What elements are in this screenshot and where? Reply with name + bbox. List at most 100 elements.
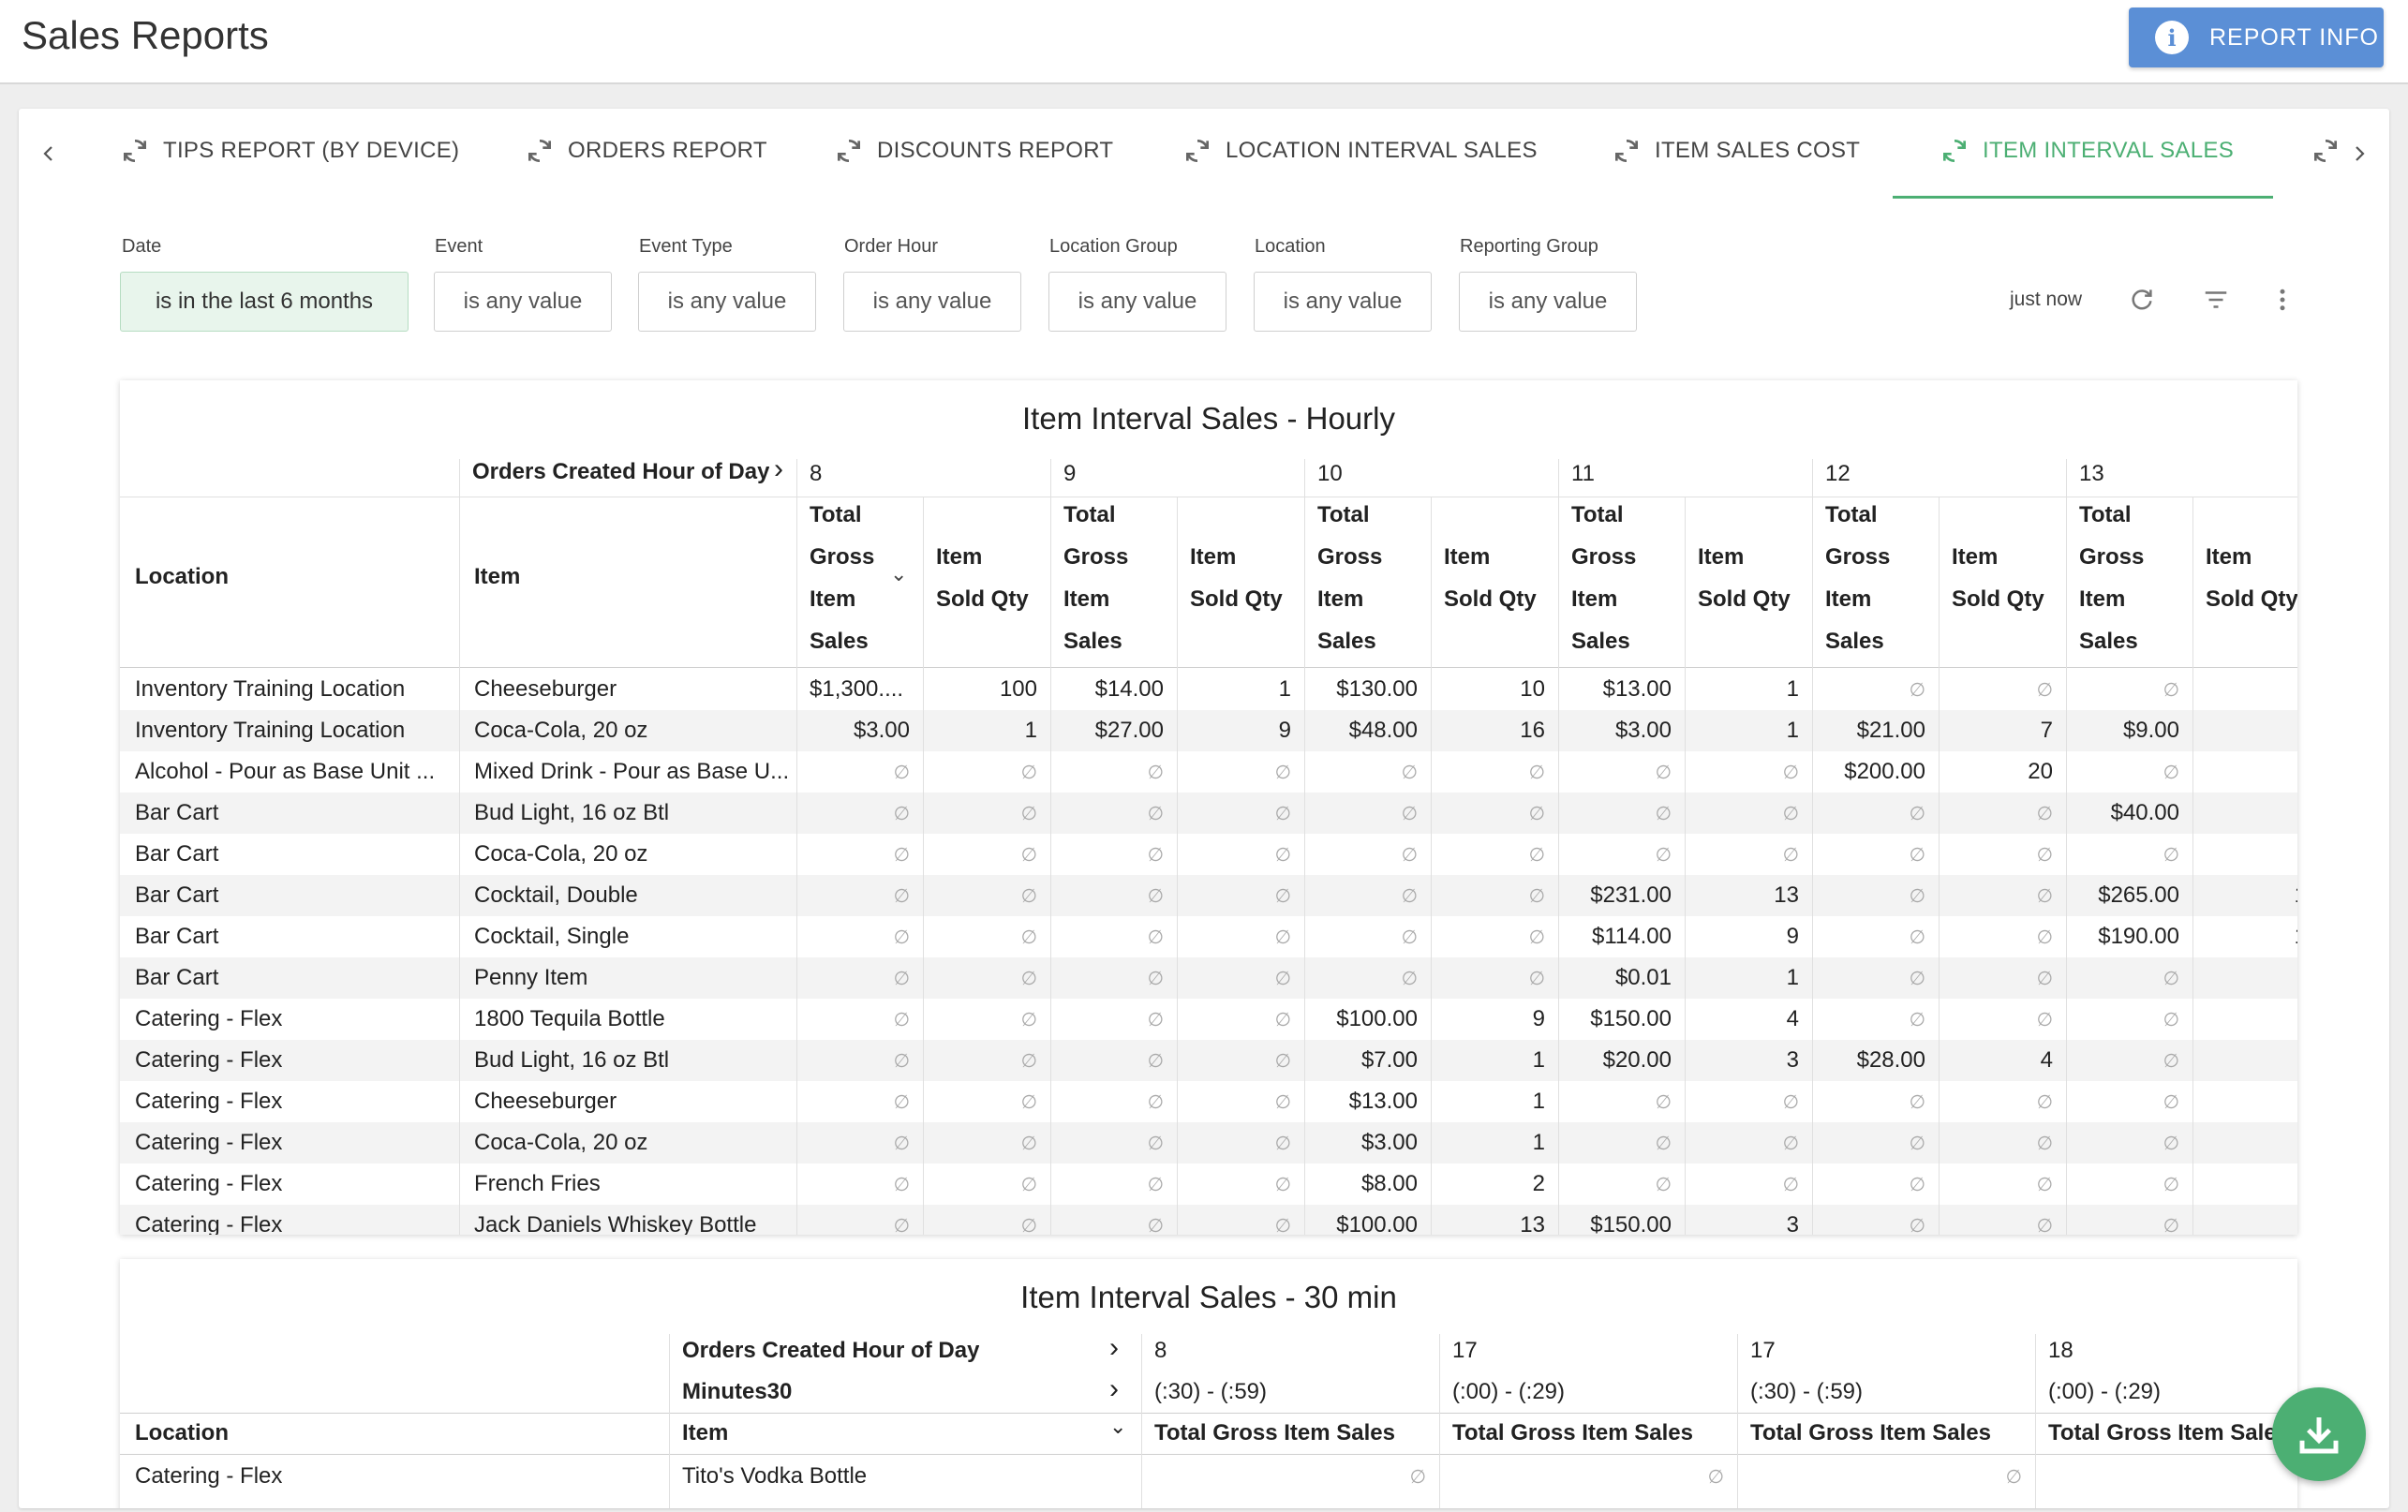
tab-next-partial[interactable] [2311, 109, 2354, 193]
filter-date[interactable]: is in the last 6 months [120, 272, 409, 332]
item-sold-qty-header[interactable]: Item [1190, 544, 1237, 570]
pivot-label-hour-of-day[interactable]: Orders Created Hour of Day [682, 1338, 980, 1363]
chevron-right-icon[interactable]: › [774, 453, 783, 484]
filter-location-group[interactable]: is any value [1048, 272, 1226, 332]
null-value: ∅ [1147, 804, 1164, 824]
chevron-right-icon[interactable]: › [1109, 1332, 1119, 1363]
total-gross-item-sales-header[interactable]: Item [1063, 586, 1110, 612]
null-value: ∅ [1147, 763, 1164, 783]
total-gross-item-sales-header[interactable]: Total [1317, 502, 1370, 527]
null-value: ∅ [893, 886, 910, 907]
item-column-header[interactable]: Item [474, 564, 521, 589]
filter-event[interactable]: is any value [434, 272, 612, 332]
total-gross-item-sales-header[interactable]: Gross [810, 544, 875, 570]
total-gross-item-sales-header[interactable]: Item [1825, 586, 1872, 612]
download-button[interactable] [2272, 1387, 2366, 1481]
total-gross-item-sales-header[interactable]: Total Gross Item Sales [1750, 1420, 1991, 1445]
total-gross-item-sales-header[interactable]: Item [2079, 586, 2126, 612]
total-gross-item-sales-header[interactable]: Total [2079, 502, 2132, 527]
total-gross-item-sales-header[interactable]: Sales [1571, 629, 1630, 654]
item-sold-qty-header[interactable]: Sold Qty [2206, 586, 2297, 612]
item-sold-qty-header[interactable]: Item [936, 544, 983, 570]
report-info-button[interactable]: i REPORT INFO [2129, 7, 2384, 67]
total-gross-item-sales-header[interactable]: Gross [1825, 544, 1891, 570]
null-value: ∅ [1020, 927, 1037, 948]
null-value: ∅ [1020, 969, 1037, 989]
null-value: ∅ [1274, 1092, 1291, 1113]
total-gross-item-sales-header[interactable]: Total [810, 502, 862, 527]
filter-order-hour[interactable]: is any value [843, 272, 1021, 332]
location-cell: Catering - Flex [135, 1130, 283, 1155]
tab-location-interval-sales[interactable]: LOCATION INTERVAL SALES [1182, 109, 1538, 193]
total-gross-item-sales-header[interactable]: Total Gross Item Sales [1452, 1420, 1693, 1445]
tab-tips-report[interactable]: TIPS REPORT (BY DEVICE) [120, 109, 459, 193]
minutes-range-header: (:30) - (:59) [1154, 1379, 1268, 1404]
null-value: ∅ [2036, 1175, 2053, 1195]
filter-reporting-group[interactable]: is any value [1459, 272, 1637, 332]
total-gross-item-sales-header[interactable]: Item [1317, 586, 1364, 612]
item-sold-qty-header[interactable]: Sold Qty [1190, 586, 1283, 612]
null-value: ∅ [1707, 1467, 1724, 1488]
tabs-scroll-left-button[interactable] [30, 135, 67, 172]
null-value: ∅ [1909, 680, 1925, 701]
null-value: ∅ [1655, 1134, 1672, 1154]
item-sold-qty-header[interactable]: Sold Qty [1444, 586, 1537, 612]
null-value: ∅ [2036, 1092, 2053, 1113]
sales-cell: $21.00 [1856, 718, 1925, 743]
filter-location[interactable]: is any value [1254, 272, 1432, 332]
total-gross-item-sales-header[interactable]: Sales [1317, 629, 1376, 654]
location-column-header[interactable]: Location [135, 564, 229, 589]
pivot-label-minutes30[interactable]: Minutes30 [682, 1379, 793, 1404]
total-gross-item-sales-header[interactable]: Sales [2079, 629, 2138, 654]
item-sold-qty-header[interactable]: Sold Qty [1952, 586, 2044, 612]
more-options-button[interactable] [2264, 281, 2301, 319]
filter-event-type[interactable]: is any value [638, 272, 816, 332]
total-gross-item-sales-header[interactable]: Gross [1063, 544, 1129, 570]
total-gross-item-sales-header[interactable]: Item [810, 586, 856, 612]
location-column-header[interactable]: Location [135, 1420, 229, 1445]
item-sold-qty-header[interactable]: Sold Qty [936, 586, 1029, 612]
total-gross-item-sales-header[interactable]: Total [1571, 502, 1624, 527]
null-value: ∅ [1528, 763, 1545, 783]
total-gross-item-sales-header[interactable]: Gross [2079, 544, 2145, 570]
chevron-down-icon[interactable]: ⌄ [890, 562, 908, 586]
tab-discounts-report[interactable]: DISCOUNTS REPORT [834, 109, 1113, 193]
total-gross-item-sales-header[interactable]: Sales [1825, 629, 1884, 654]
null-value: ∅ [1909, 1216, 1925, 1235]
pivot-label-hour-of-day[interactable]: Orders Created Hour of Day [472, 459, 770, 484]
total-gross-item-sales-header[interactable]: Gross [1317, 544, 1383, 570]
chevron-down-icon[interactable]: ⌄ [1109, 1415, 1127, 1438]
item-sold-qty-header[interactable]: Item [1444, 544, 1491, 570]
total-gross-item-sales-header[interactable]: Total [1063, 502, 1116, 527]
null-value: ∅ [2163, 680, 2179, 701]
total-gross-item-sales-header[interactable]: Sales [810, 629, 869, 654]
refresh-button[interactable] [2123, 281, 2161, 319]
null-value: ∅ [893, 1216, 910, 1235]
chevron-right-icon[interactable]: › [1109, 1373, 1119, 1404]
tabs-scroll-right-button[interactable] [2341, 135, 2378, 172]
total-gross-item-sales-header[interactable]: Total [1825, 502, 1878, 527]
total-gross-item-sales-header[interactable]: Total Gross Item Sales [1154, 1420, 1395, 1445]
null-value: ∅ [1401, 845, 1418, 866]
null-value: ∅ [1909, 1134, 1925, 1154]
total-gross-item-sales-header[interactable]: Gross [1571, 544, 1637, 570]
minutes-range-header: (:00) - (:29) [2048, 1379, 2162, 1404]
item-sold-qty-header[interactable]: Item [2206, 544, 2252, 570]
null-value: ∅ [1020, 1051, 1037, 1072]
null-value: ∅ [2005, 1467, 2022, 1488]
table-row-bg [120, 1040, 2297, 1081]
total-gross-item-sales-header[interactable]: Total Gross Item Sales [2048, 1420, 2289, 1445]
tab-orders-report[interactable]: ORDERS REPORT [525, 109, 767, 193]
item-cell: Penny Item [474, 965, 588, 990]
item-sold-qty-header[interactable]: Sold Qty [1698, 586, 1791, 612]
qty-cell: 7 [2040, 718, 2053, 743]
sales-cell: $3.00 [1614, 718, 1672, 743]
total-gross-item-sales-header[interactable]: Sales [1063, 629, 1122, 654]
filter-button[interactable] [2197, 281, 2235, 319]
tab-item-interval-sales[interactable]: ITEM INTERVAL SALES [1892, 109, 2274, 199]
tab-item-sales-cost[interactable]: ITEM SALES COST [1612, 109, 1860, 193]
item-sold-qty-header[interactable]: Item [1698, 544, 1745, 570]
item-column-header[interactable]: Item [682, 1420, 729, 1445]
total-gross-item-sales-header[interactable]: Item [1571, 586, 1618, 612]
item-sold-qty-header[interactable]: Item [1952, 544, 1999, 570]
